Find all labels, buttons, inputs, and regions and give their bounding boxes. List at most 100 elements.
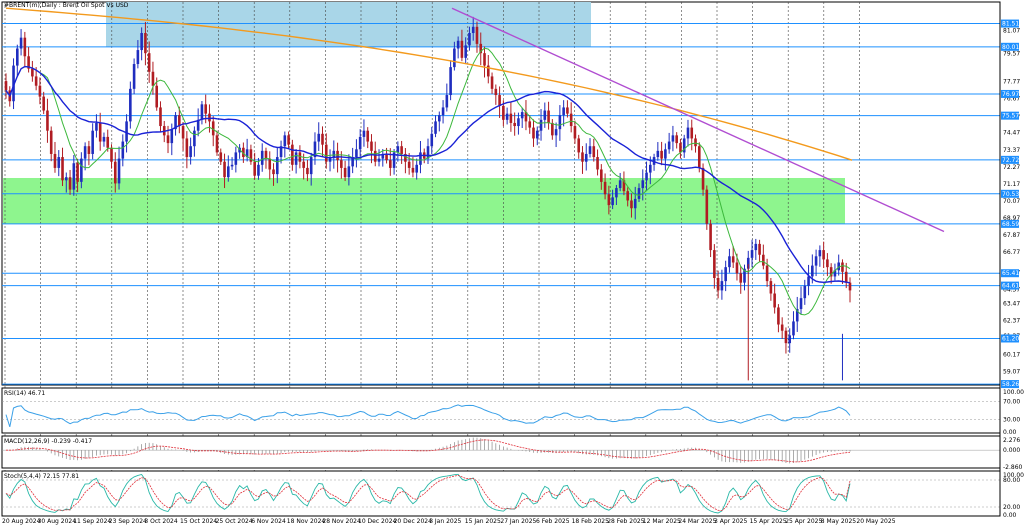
- candle[interactable]: [129, 81, 132, 129]
- candle-body[interactable]: [377, 158, 381, 162]
- candle[interactable]: [275, 147, 279, 184]
- candle-body[interactable]: [441, 107, 445, 116]
- candle-body[interactable]: [509, 113, 513, 123]
- candle-body[interactable]: [626, 191, 629, 201]
- candle-body[interactable]: [694, 138, 697, 147]
- candle[interactable]: [434, 115, 437, 138]
- candle-body[interactable]: [373, 150, 377, 162]
- candle-body[interactable]: [592, 146, 596, 158]
- candle[interactable]: [566, 100, 569, 118]
- candle-body[interactable]: [147, 53, 151, 72]
- candle-body[interactable]: [12, 65, 15, 102]
- candle-body[interactable]: [622, 180, 626, 192]
- candle[interactable]: [19, 29, 23, 56]
- candle-body[interactable]: [68, 177, 72, 190]
- candle-body[interactable]: [193, 130, 196, 147]
- candle-body[interactable]: [705, 189, 709, 224]
- candle[interactable]: [713, 244, 716, 289]
- candle-body[interactable]: [486, 65, 490, 77]
- candle[interactable]: [660, 141, 663, 166]
- candle[interactable]: [724, 260, 727, 292]
- candle-body[interactable]: [57, 157, 61, 168]
- candle[interactable]: [174, 112, 177, 136]
- candle-body[interactable]: [449, 67, 452, 96]
- candle-body[interactable]: [826, 259, 829, 268]
- candle[interactable]: [87, 140, 91, 166]
- candle-body[interactable]: [19, 37, 23, 49]
- candle[interactable]: [569, 102, 573, 133]
- candle[interactable]: [716, 270, 720, 299]
- candle-body[interactable]: [419, 152, 422, 165]
- candle[interactable]: [366, 127, 370, 149]
- candle[interactable]: [362, 119, 366, 147]
- candle-body[interactable]: [245, 149, 249, 158]
- candle-body[interactable]: [340, 160, 343, 168]
- candle[interactable]: [456, 36, 460, 59]
- candle-body[interactable]: [355, 149, 358, 158]
- candle[interactable]: [581, 146, 584, 174]
- candle[interactable]: [826, 253, 829, 277]
- candle[interactable]: [155, 77, 159, 111]
- candle[interactable]: [844, 262, 848, 289]
- candle[interactable]: [219, 148, 223, 166]
- candle[interactable]: [260, 143, 264, 172]
- candle-body[interactable]: [483, 53, 486, 66]
- candle-body[interactable]: [76, 163, 79, 182]
- candle-body[interactable]: [257, 164, 260, 176]
- candle-body[interactable]: [347, 166, 351, 178]
- candle[interactable]: [49, 126, 53, 162]
- candle[interactable]: [407, 153, 411, 175]
- candle-body[interactable]: [234, 152, 238, 165]
- horizontal-levels[interactable]: [2, 23, 1000, 385]
- candle[interactable]: [600, 164, 603, 190]
- candle[interactable]: [53, 141, 57, 173]
- candle[interactable]: [558, 105, 562, 141]
- candle-body[interactable]: [547, 110, 550, 123]
- candle[interactable]: [64, 172, 68, 193]
- candle-body[interactable]: [664, 149, 667, 159]
- candle-body[interactable]: [102, 136, 106, 142]
- stoch-pane[interactable]: [1, 470, 1001, 517]
- candle[interactable]: [686, 119, 690, 147]
- candle-body[interactable]: [117, 158, 121, 184]
- candle-body[interactable]: [80, 158, 83, 182]
- candle[interactable]: [460, 29, 464, 62]
- candle[interactable]: [38, 77, 42, 105]
- candle-body[interactable]: [23, 37, 27, 57]
- candle[interactable]: [200, 101, 204, 125]
- candle-body[interactable]: [351, 157, 354, 167]
- candle-body[interactable]: [34, 76, 38, 86]
- candle-body[interactable]: [713, 250, 716, 279]
- candle[interactable]: [490, 72, 494, 94]
- candle[interactable]: [630, 193, 633, 218]
- candle[interactable]: [279, 140, 283, 164]
- candle[interactable]: [430, 126, 434, 155]
- candle[interactable]: [370, 134, 373, 164]
- candle[interactable]: [615, 184, 618, 206]
- candle-body[interactable]: [762, 254, 765, 266]
- candle-body[interactable]: [230, 164, 234, 167]
- candle-body[interactable]: [91, 130, 94, 154]
- candle-body[interactable]: [174, 115, 177, 130]
- candle-body[interactable]: [814, 256, 818, 266]
- candle[interactable]: [822, 241, 825, 268]
- candle[interactable]: [562, 100, 565, 127]
- candle-body[interactable]: [302, 161, 305, 168]
- candle[interactable]: [468, 26, 471, 51]
- candle-body[interactable]: [208, 113, 211, 122]
- candle[interactable]: [189, 137, 192, 165]
- candle-body[interactable]: [551, 122, 554, 136]
- candle[interactable]: [230, 157, 234, 170]
- candle-body[interactable]: [430, 133, 434, 147]
- candle-body[interactable]: [682, 138, 686, 153]
- candle[interactable]: [765, 258, 769, 287]
- candle[interactable]: [185, 131, 189, 169]
- candle-body[interactable]: [283, 135, 287, 147]
- candle-body[interactable]: [600, 169, 603, 182]
- candle-body[interactable]: [434, 121, 437, 134]
- candle[interactable]: [596, 149, 599, 176]
- candle-body[interactable]: [189, 146, 192, 158]
- candle[interactable]: [441, 100, 445, 124]
- candle[interactable]: [317, 122, 321, 151]
- candle-body[interactable]: [479, 43, 483, 54]
